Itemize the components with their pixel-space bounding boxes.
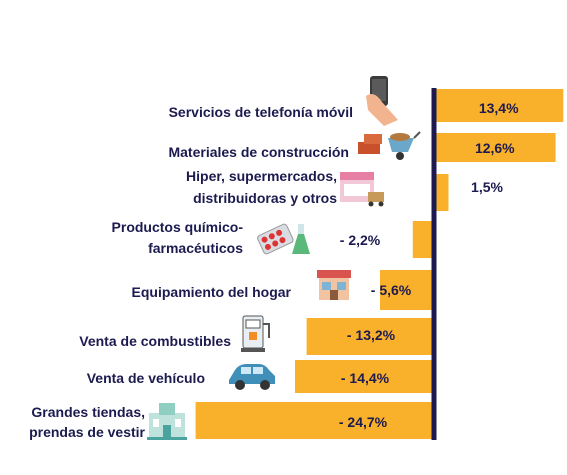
supermarket-icon [340,172,384,207]
pharmaceutical-icon [257,223,294,255]
value-label: 1,5% [471,179,503,195]
car-icon [229,364,275,390]
smartphone-icon [366,76,398,126]
value-label: 12,6% [475,140,515,156]
category-label: Materiales de construcción [168,144,349,160]
value-label: 13,4% [479,100,519,116]
bar-2 [434,133,556,162]
category-label: Grandes tiendas, prendas de vestir [29,404,145,440]
bar-4 [412,221,434,258]
flask-icon [292,224,310,254]
bar-8 [195,402,434,439]
home-store-icon [317,270,351,300]
category-label: Hiper, supermercados, distribuidoras y ot… [186,168,337,206]
bar-7 [295,360,434,393]
category-label: Venta de combustibles [79,333,231,349]
bar-1 [434,89,564,122]
construction-materials-icon [358,131,421,160]
category-label: Productos químico-farmacéuticos [112,219,244,256]
bar-5 [380,270,434,310]
value-label: - 14,4% [341,370,390,386]
category-label: Servicios de telefonía móvil [169,104,353,120]
fuel-pump-icon [241,315,270,352]
category-label: Equipamiento del hogar [132,284,292,300]
bar-6 [306,318,434,355]
bar-3 [434,174,449,211]
category-label: Venta de vehículo [87,370,205,386]
value-label: - 2,2% [340,232,381,248]
value-label: - 24,7% [339,414,388,430]
value-label: - 5,6% [371,282,412,298]
zero-axis-line [431,88,437,440]
department-store-icon [147,403,187,440]
value-label: - 13,2% [347,327,396,343]
